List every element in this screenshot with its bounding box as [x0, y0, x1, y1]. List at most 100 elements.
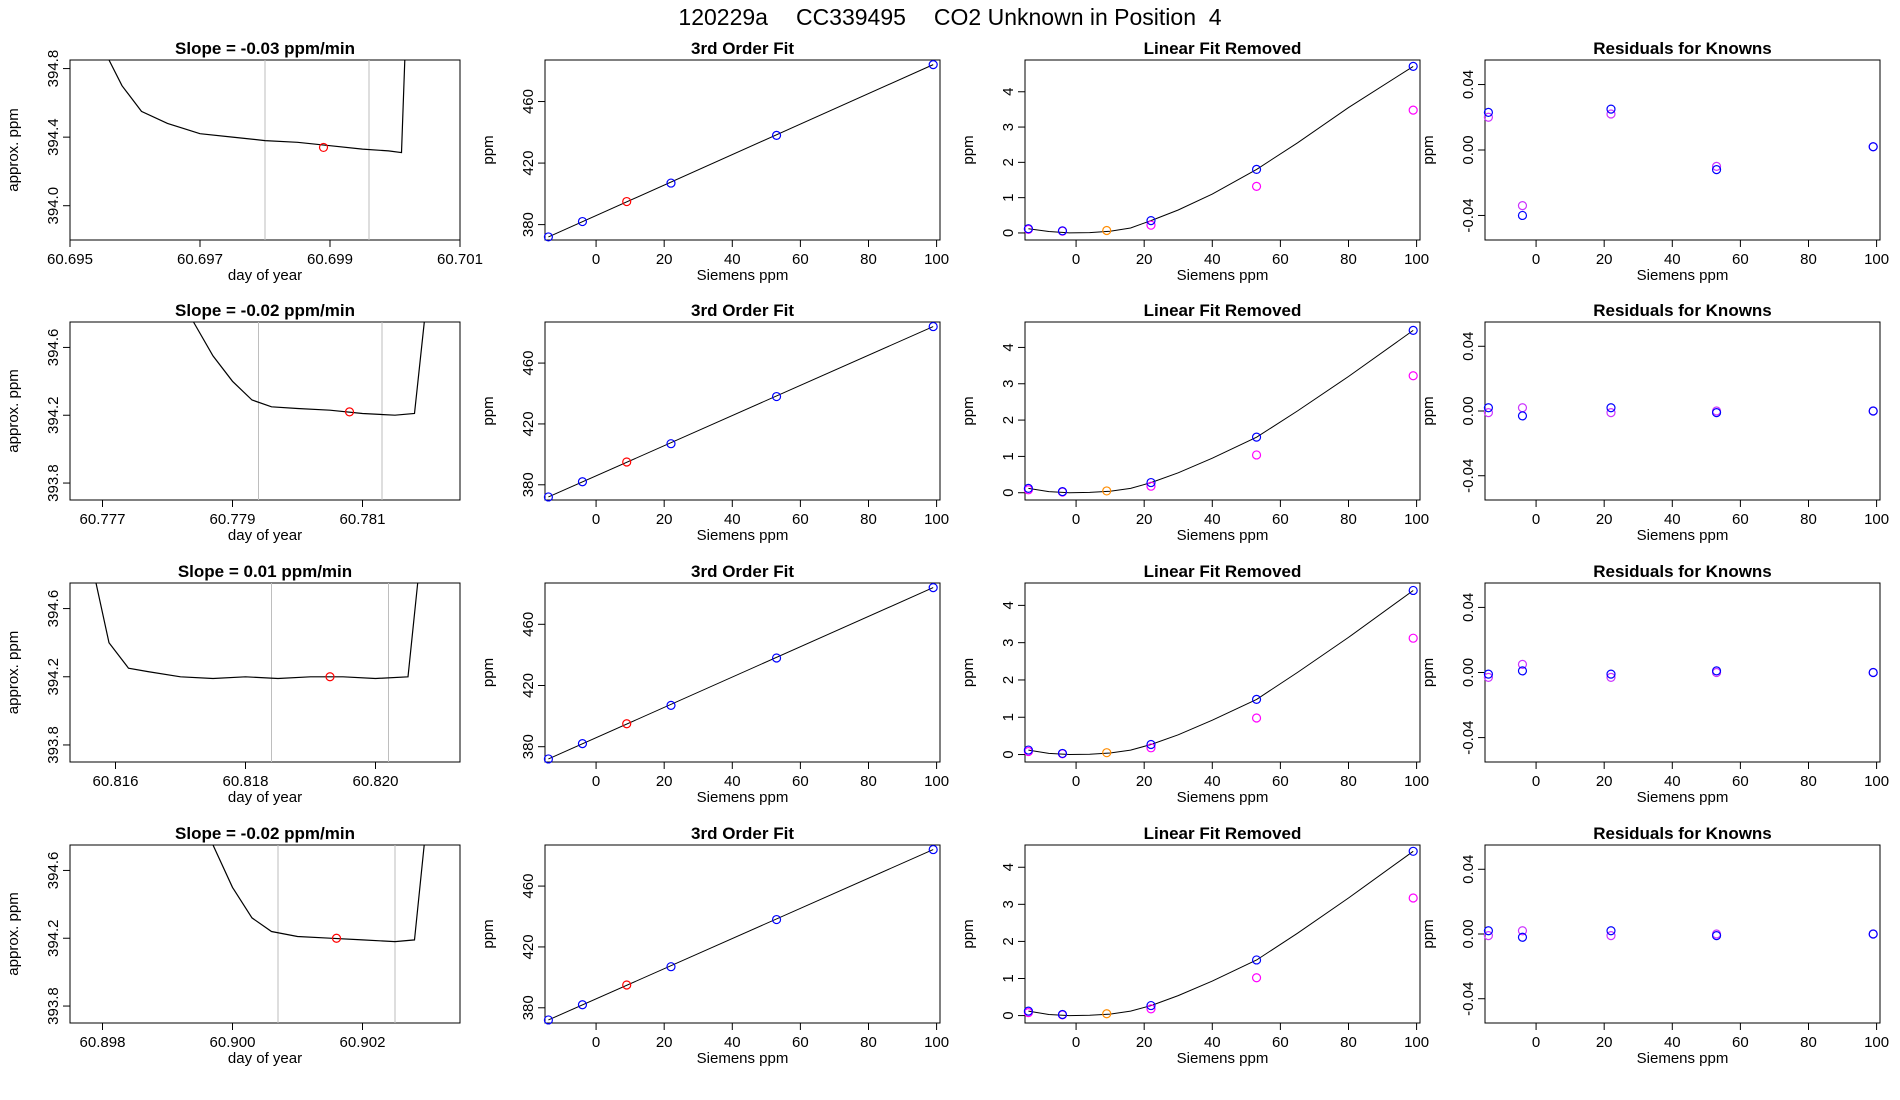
panel-r3-linear: Linear Fit Removed 0 20 40 60 80 100 0 1 2 3 4 Sieme… [960, 562, 1429, 806]
linear-point [1408, 633, 1418, 643]
known-point [577, 1000, 588, 1010]
panel-r3-fit: 3rd Order Fit 0 20 40 60 80 100 380 420 460 Siemen… [480, 562, 949, 806]
x-tick-label: 60.695 [47, 251, 93, 268]
residual-point-a [1517, 932, 1528, 942]
residual-point-a [1711, 408, 1722, 418]
unknown-point [1102, 1009, 1112, 1019]
plot-frame [69, 844, 461, 1024]
linear-point [1408, 893, 1418, 903]
known-point [1057, 748, 1068, 759]
y-tick-label: 0 [1000, 1011, 1017, 1019]
known-point [1251, 694, 1262, 704]
unknown-point [622, 719, 632, 729]
panel-r2-resid: Residuals for Knowns 0 20 40 60 80 100 -0.04 0.0… [1420, 301, 1889, 544]
y-tick-label: 394.6 [45, 590, 62, 628]
y-tick-label: -0.04 [1460, 198, 1477, 232]
x-tick-label: 40 [1204, 251, 1221, 268]
x-axis-label: Siemens ppm [1637, 1050, 1729, 1067]
linear-point [1251, 450, 1262, 460]
x-tick-label: 20 [656, 773, 673, 790]
y-tick-label: 4 [1000, 88, 1017, 96]
plot-title: Slope = -0.02 ppm/min [175, 824, 355, 843]
residual-point-a [1483, 403, 1494, 413]
unknown-point [622, 196, 632, 207]
plot-frame [544, 59, 941, 241]
x-tick-label: 40 [1664, 1034, 1681, 1051]
plot-title: Slope = -0.02 ppm/min [175, 301, 355, 320]
known-point [1408, 61, 1418, 71]
fit-curve [1028, 65, 1414, 234]
y-tick-label: 1 [1000, 452, 1017, 460]
x-axis-label: Siemens ppm [697, 267, 789, 284]
y-axis-label: approx. ppm [5, 369, 22, 452]
known-point [1408, 846, 1418, 856]
y-tick-label: 393.8 [45, 987, 62, 1025]
plot-title: Residuals for Knowns [1593, 39, 1772, 58]
known-point [1057, 487, 1068, 497]
known-point [577, 216, 588, 227]
x-tick-label: 60.781 [340, 511, 386, 528]
x-axis-label: Siemens ppm [697, 1050, 789, 1067]
known-point [1251, 955, 1262, 965]
x-tick-label: 100 [1864, 251, 1889, 268]
y-axis-label: ppm [1420, 135, 1437, 164]
residual-point-b [1483, 672, 1494, 682]
plot-title: Slope = 0.01 ppm/min [178, 562, 352, 581]
x-tick-label: 60.898 [80, 1034, 126, 1051]
panel-r4-resid: Residuals for Knowns 0 20 40 60 80 100 -0.04 0.0… [1420, 824, 1889, 1067]
plot-frame [69, 321, 461, 501]
x-tick-label: 0 [592, 251, 600, 268]
x-tick-label: 60.816 [93, 773, 139, 790]
known-point [666, 439, 676, 449]
known-point [1408, 325, 1418, 335]
y-axis-label: ppm [1420, 919, 1437, 948]
x-tick-label: 100 [924, 511, 949, 528]
x-tick-label: 20 [1136, 251, 1153, 268]
plot-title: Linear Fit Removed [1144, 562, 1302, 581]
y-tick-label: 0.00 [1460, 658, 1477, 687]
x-tick-label: 80 [1340, 1034, 1357, 1051]
known-point [1057, 226, 1068, 236]
x-tick-label: 100 [924, 1034, 949, 1051]
x-tick-label: 80 [1800, 773, 1817, 790]
known-point [1146, 1000, 1156, 1011]
y-tick-label: 380 [520, 472, 537, 497]
x-axis-label: Siemens ppm [1177, 1050, 1269, 1067]
y-tick-label: 1 [1000, 713, 1017, 721]
x-tick-label: 60 [792, 773, 809, 790]
residual-point-b [1517, 659, 1528, 669]
panel-r1-trace: Slope = -0.03 ppm/min 60.695 60.697 60.699 6… [5, 39, 483, 284]
plot-title: Linear Fit Removed [1144, 301, 1302, 320]
x-tick-label: 60.902 [340, 1034, 386, 1051]
y-tick-label: 0.04 [1460, 855, 1477, 884]
known-point [1023, 745, 1034, 755]
residual-point-a [1606, 669, 1616, 679]
y-axis-label: ppm [960, 135, 977, 164]
y-axis-label: ppm [1420, 396, 1437, 425]
x-tick-label: 60.900 [210, 1034, 256, 1051]
x-tick-label: 40 [724, 251, 741, 268]
x-tick-label: 0 [1532, 1034, 1540, 1051]
residual-point-b [1483, 931, 1494, 941]
x-tick-label: 40 [1664, 773, 1681, 790]
y-tick-label: 0.04 [1460, 593, 1477, 622]
x-tick-label: 60 [1272, 251, 1289, 268]
trace-line [108, 59, 406, 154]
x-tick-label: 60.701 [437, 251, 483, 268]
linear-point [1146, 481, 1156, 491]
y-tick-label: 3 [1000, 380, 1017, 388]
x-tick-label: 80 [1800, 251, 1817, 268]
plot-title: Residuals for Knowns [1593, 824, 1772, 843]
y-tick-label: 1 [1000, 974, 1017, 982]
plot-title: Linear Fit Removed [1144, 824, 1302, 843]
x-tick-label: 80 [1800, 511, 1817, 528]
x-tick-label: 60 [1732, 251, 1749, 268]
y-axis-label: approx. ppm [5, 631, 22, 714]
linear-point [1146, 1004, 1156, 1014]
x-tick-label: 60 [1732, 511, 1749, 528]
x-tick-label: 0 [592, 773, 600, 790]
y-axis-label: ppm [480, 396, 497, 425]
x-tick-label: 20 [1596, 251, 1613, 268]
y-tick-label: 394.6 [45, 329, 62, 367]
